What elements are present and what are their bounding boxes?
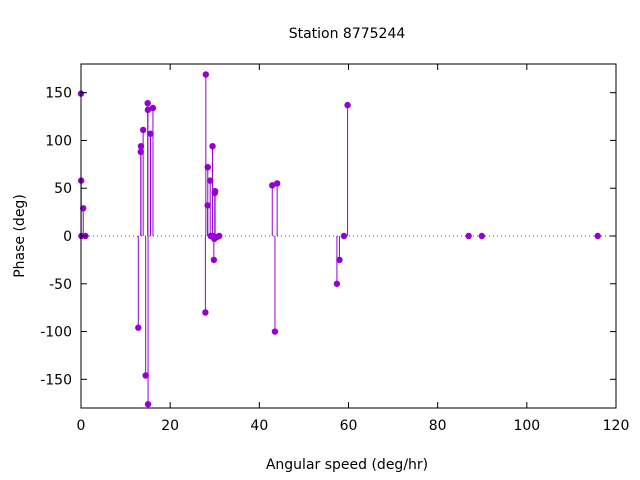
data-point	[204, 202, 211, 209]
y-tick-label: -150	[40, 372, 72, 388]
data-point	[147, 130, 154, 137]
data-point	[202, 309, 209, 316]
data-point	[211, 187, 219, 195]
y-tick-label: 0	[63, 229, 72, 245]
data-point	[204, 164, 211, 171]
data-point	[344, 101, 351, 109]
y-tick-label: 100	[45, 133, 72, 149]
y-tick-label: 50	[54, 181, 72, 197]
data-point	[210, 256, 218, 264]
chart-title: Station 8775244	[289, 26, 406, 42]
x-tick-label: 80	[429, 418, 447, 434]
y-tick-label: -100	[40, 325, 72, 341]
data-point	[333, 280, 341, 287]
data-point	[594, 232, 601, 240]
data-point	[137, 142, 145, 150]
x-tick-label: 0	[77, 418, 86, 434]
data-point	[144, 99, 151, 107]
data-point	[80, 205, 87, 212]
x-tick-label: 120	[603, 418, 630, 434]
data-point	[269, 182, 276, 189]
data-point	[216, 232, 223, 240]
data-point	[142, 372, 149, 379]
x-tick-label: 60	[340, 418, 358, 434]
y-tick-label: 150	[45, 86, 72, 102]
x-tick-label: 100	[513, 418, 540, 434]
data-point	[273, 180, 281, 187]
data-point	[209, 142, 216, 150]
data-point	[478, 232, 486, 240]
y-tick-label: -50	[49, 277, 72, 293]
data-point	[149, 104, 157, 112]
x-tick-label: 40	[250, 418, 268, 434]
data-point	[336, 256, 343, 264]
data-point	[144, 400, 152, 408]
data-point	[144, 106, 152, 114]
y-axis-label: Phase (deg)	[12, 194, 28, 278]
data-point	[271, 328, 279, 335]
x-tick-label: 20	[161, 418, 179, 434]
data-point	[340, 232, 348, 240]
data-point	[139, 126, 147, 134]
data-point	[202, 71, 210, 78]
data-point	[465, 232, 472, 240]
data-point	[137, 148, 144, 156]
data-point	[207, 177, 214, 184]
data-point	[135, 324, 142, 331]
x-axis-label: Angular speed (deg/hr)	[266, 457, 428, 473]
